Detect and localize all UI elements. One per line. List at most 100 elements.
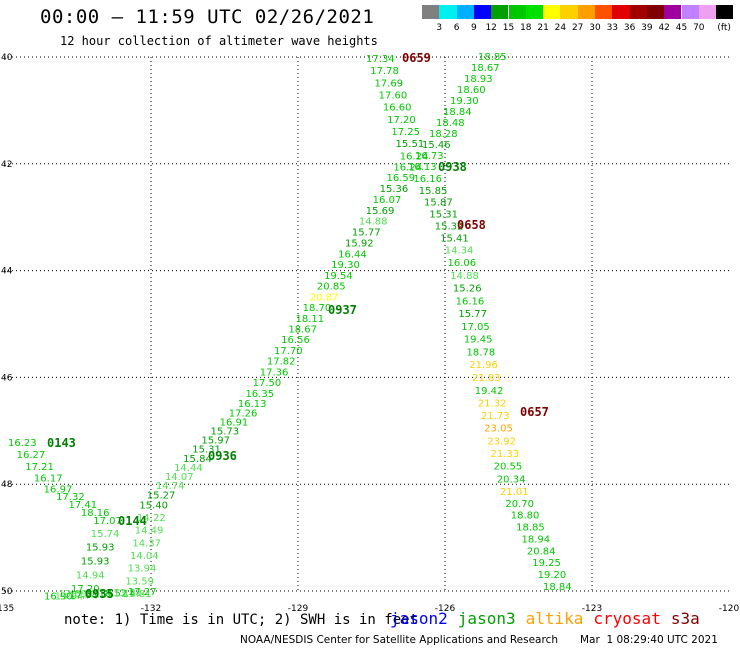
wave-height-label: 13.59 (125, 576, 154, 587)
wave-height-label: 17.74 (69, 590, 98, 601)
wave-height-label: 13.69 (58, 589, 87, 600)
wave-height-label: 17.78 (370, 66, 399, 77)
color-swatch (664, 5, 682, 19)
wave-height-label: 21.01 (500, 487, 529, 498)
wave-height-label: 14.22 (137, 513, 166, 524)
wave-height-label: 14.49 (135, 526, 164, 537)
wave-height-label: 14.07 (165, 472, 194, 483)
wave-height-label: 13.59 (84, 590, 113, 601)
color-swatch (681, 5, 699, 19)
wave-height-label: 16.13 (238, 399, 267, 410)
pass-time-label: 0938 (438, 160, 467, 174)
wave-height-label: 16.90 (44, 592, 73, 603)
wave-height-label: 15.87 (424, 198, 453, 209)
color-scale-label: 6 (453, 23, 460, 33)
wave-height-label: 15.93 (86, 543, 115, 554)
color-scale-label: 15 (502, 23, 515, 33)
pass-time-label: 0658 (457, 218, 486, 232)
wave-height-label: 15.51 (396, 139, 425, 150)
wave-height-label: 15.31 (429, 210, 458, 221)
wave-height-label: 16.44 (338, 249, 367, 260)
page-title: 00:00 – 11:59 UTC 02/26/2021 (40, 6, 375, 28)
pass-time-label: 0937 (328, 303, 357, 317)
wave-height-label: 18.70 (303, 303, 332, 314)
wave-height-label: 17.50 (253, 378, 282, 389)
longitude-label: -123 (582, 604, 602, 614)
color-scale-label: 18 (520, 23, 532, 33)
pass-time-label: 0144 (118, 514, 147, 528)
wave-height-label: 16.97 (44, 484, 73, 495)
page-subtitle: 12 hour collection of altimeter wave hei… (60, 34, 378, 48)
credit-text: NOAA/NESDIS Center for Satellite Applica… (240, 634, 558, 646)
color-scale-label: 39 (641, 23, 653, 33)
pass-time-label: 0143 (47, 436, 76, 450)
wave-height-label: 16.07 (373, 195, 402, 206)
wave-height-label: 15.74 (91, 529, 120, 540)
wave-height-label: 17.26 (229, 408, 258, 419)
color-scale-label: 70 (693, 23, 705, 33)
color-swatch (629, 5, 647, 19)
color-scale-label: (ft) (717, 23, 731, 33)
wave-height-label: 17.60 (379, 91, 408, 102)
wave-height-label: 14.37 (132, 538, 161, 549)
color-swatch (560, 5, 578, 19)
color-scale-label: 12 (485, 23, 497, 33)
color-swatch (456, 5, 474, 19)
latitude-label: 42 (1, 160, 12, 170)
wave-height-label: 19.20 (538, 570, 567, 581)
wave-height-label: 15.27 (147, 490, 176, 501)
color-scale-label: 9 (471, 23, 477, 33)
wave-height-label: 21.32 (478, 398, 507, 409)
wave-height-label: 15.32 (435, 221, 464, 232)
wave-height-label: 17.41 (68, 500, 97, 511)
legend-item: altika (525, 609, 584, 628)
wave-height-label: 18.67 (288, 324, 317, 335)
wave-height-label: 20.55 (494, 462, 523, 473)
color-swatch (716, 5, 734, 19)
legend-item: jason3 (457, 609, 516, 628)
wave-height-label: 13.81 (113, 588, 142, 599)
wave-height-label: 18.11 (295, 314, 324, 325)
color-swatch (698, 5, 717, 19)
wave-height-label: 15.36 (380, 184, 409, 195)
wave-height-label: 16.73 (415, 151, 444, 162)
wave-height-label: 23.92 (487, 436, 516, 447)
wave-height-label: 19.25 (532, 558, 561, 569)
color-scale-label: 36 (623, 23, 636, 33)
wave-height-label: 16.24 (393, 162, 422, 173)
wave-height-label: 16.17 (34, 474, 63, 485)
wave-height-label: 20.84 (527, 546, 556, 557)
wave-height-label: 15.73 (211, 426, 240, 437)
wave-height-label: 18.84 (543, 582, 572, 593)
generated-timestamp: Mar 1 08:29:40 UTC 2021 (580, 634, 718, 646)
color-swatch (646, 5, 665, 19)
wave-height-label: 18.16 (81, 508, 110, 519)
wave-height-label: 17.07 (93, 516, 122, 527)
longitude-label: -132 (141, 604, 161, 614)
wave-height-label: 16.60 (383, 103, 412, 114)
wave-height-label: 20.85 (317, 282, 346, 293)
latitude-label: 46 (1, 373, 13, 383)
latitude-label: 48 (1, 480, 13, 490)
pass-time-label: 0657 (520, 405, 549, 419)
wave-height-label: 16.16 (413, 174, 442, 185)
color-swatch (595, 5, 613, 19)
pass-time-label: 0936 (208, 449, 237, 463)
wave-height-label: 18.93 (464, 74, 493, 85)
longitude-label: -120 (719, 604, 740, 614)
wave-height-label: 17.27 (128, 587, 157, 598)
wave-height-label: 14.88 (359, 217, 388, 228)
wave-height-label: 18.48 (436, 118, 465, 129)
wave-height-label: 19.42 (475, 386, 504, 397)
color-scale-label: 30 (589, 23, 601, 33)
wave-height-label: 17.34 (366, 54, 395, 65)
wave-height-label: 13.94 (128, 564, 157, 575)
wave-height-label: 13.94 (55, 591, 84, 602)
wave-height-label: 16.24 (400, 151, 429, 162)
wave-height-label: 20.87 (310, 292, 339, 303)
wave-height-label: 16.27 (17, 450, 46, 461)
wave-height-label: 18.78 (467, 347, 496, 358)
color-scale-label: 21 (537, 23, 549, 33)
color-swatch (439, 5, 457, 19)
